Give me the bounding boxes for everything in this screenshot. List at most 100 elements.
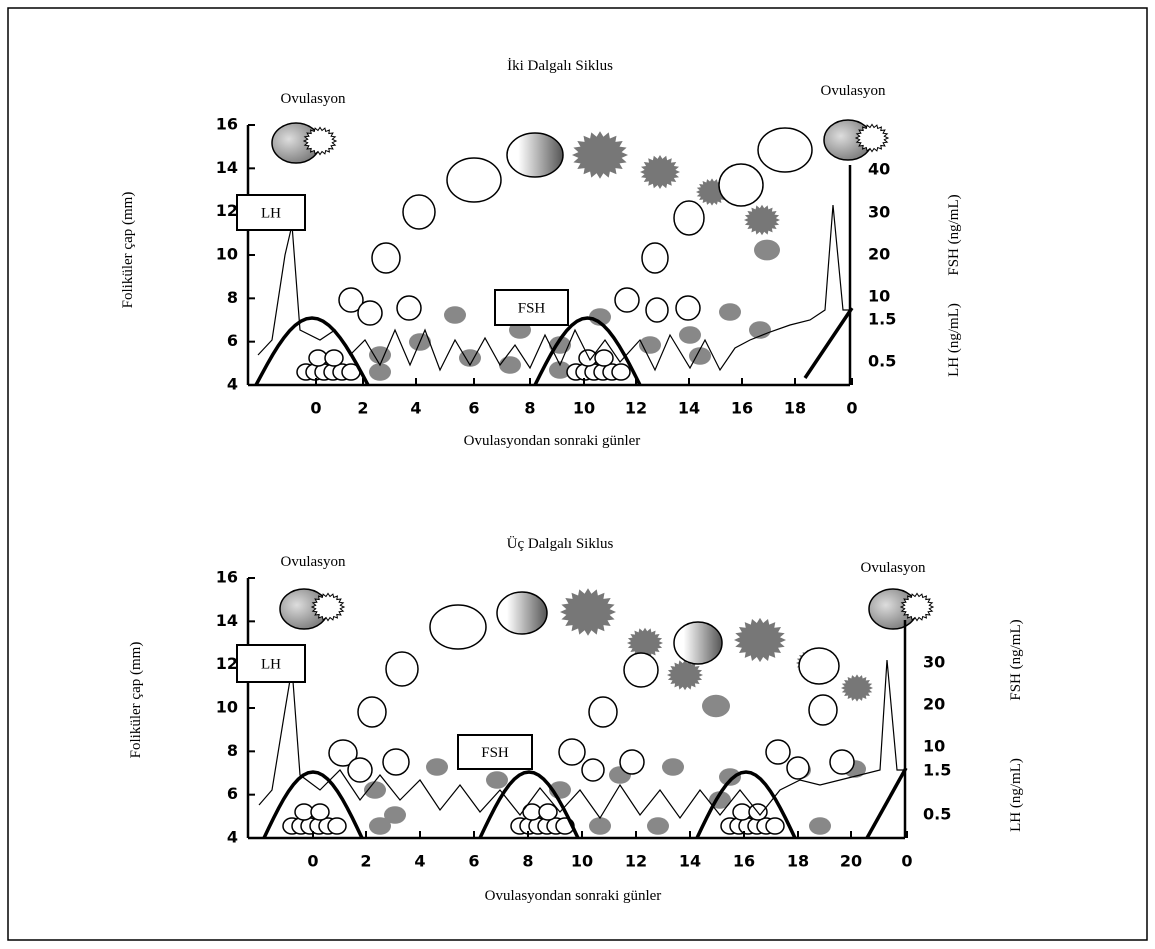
x-tick-label: 4: [414, 852, 425, 871]
fsh-box-label: FSH: [518, 301, 546, 317]
follicle: [589, 697, 617, 727]
lh-tick-label: 0.5: [868, 352, 896, 371]
y-tick-label: 10: [216, 698, 238, 717]
y-tick-label: 16: [216, 115, 238, 134]
x-axis-label: Ovulasyondan sonraki günler: [485, 888, 662, 904]
x-tick-label: 6: [468, 852, 479, 871]
follicle: [348, 758, 372, 782]
follicle: [809, 695, 837, 725]
fsh-tick-label: 30: [923, 653, 945, 672]
y-tick-label: 4: [227, 828, 238, 847]
follicle: [539, 804, 557, 820]
follicle: [612, 364, 630, 380]
x-tick-label: 2: [360, 852, 371, 871]
follicle: [642, 243, 668, 273]
x-tick-label: 10: [573, 399, 595, 418]
panel-title: Üç Dalgalı Siklus: [507, 535, 614, 552]
follicle: [397, 296, 421, 320]
x-tick-label: 16: [731, 399, 753, 418]
y-tick-label: 14: [216, 611, 238, 630]
atretic-follicle: [719, 303, 741, 321]
y-tick-label: 6: [227, 784, 238, 803]
x-tick-label: 12: [625, 852, 647, 871]
x-tick-label: 18: [787, 852, 809, 871]
follicle: [799, 648, 839, 684]
y-tick-label: 16: [216, 568, 238, 587]
y-tick-label: 12: [216, 654, 238, 673]
y-tick-label: 12: [216, 201, 238, 220]
atretic-follicle: [702, 695, 730, 717]
x-tick-label: 0: [307, 852, 318, 871]
follicle: [787, 757, 809, 779]
follicle: [447, 158, 501, 202]
y-axis-label: Foliküler çap (mm): [128, 642, 144, 759]
follicle: [358, 301, 382, 325]
follicle: [328, 818, 346, 834]
atretic-follicle: [809, 817, 831, 835]
follicle: [358, 697, 386, 727]
y-tick-label: 8: [227, 741, 238, 760]
y-tick-label: 14: [216, 158, 238, 177]
lh-box-label: LH: [261, 657, 281, 673]
lh-axis-label: LH (ng/mL): [1008, 758, 1024, 832]
atretic-follicle: [369, 346, 391, 364]
follicle: [325, 350, 343, 366]
x-tick-label: 14: [679, 852, 701, 871]
y-tick-label: 4: [227, 375, 238, 394]
figure: 161412108640246810121416180403020101.50.…: [0, 0, 1155, 949]
fsh-tick-label: 40: [868, 160, 890, 179]
x-axis-label: Ovulasyondan sonraki günler: [464, 433, 641, 449]
x-tick-label: 8: [522, 852, 533, 871]
follicle: [674, 622, 722, 664]
follicle: [497, 592, 547, 634]
y-tick-label: 8: [227, 288, 238, 307]
follicle: [674, 201, 704, 235]
x-tick-label: 16: [733, 852, 755, 871]
atretic-follicle: [499, 356, 521, 374]
follicle: [624, 653, 658, 687]
follicle: [582, 759, 604, 781]
follicle: [719, 164, 763, 206]
x-tick-label: 18: [784, 399, 806, 418]
atretic-follicle: [679, 326, 701, 344]
x-tick-label: 2: [357, 399, 368, 418]
atretic-follicle: [647, 817, 669, 835]
ovulation-label: Ovulasyon: [281, 91, 346, 107]
lh-tick-label: 1.5: [923, 761, 951, 780]
ovulation-label: Ovulasyon: [861, 560, 926, 576]
atretic-follicle: [662, 758, 684, 776]
follicle: [559, 739, 585, 765]
fsh-box-label: FSH: [481, 745, 509, 761]
follicle: [758, 128, 812, 172]
follicle: [830, 750, 854, 774]
ovulation-label: Ovulasyon: [281, 554, 346, 570]
lh-box-label: LH: [261, 206, 281, 222]
x-tick-label: 0: [901, 852, 912, 871]
y-tick-label: 6: [227, 331, 238, 350]
x-tick-label: 12: [625, 399, 647, 418]
x-tick-label: 8: [524, 399, 535, 418]
x-tick-label: 20: [840, 852, 862, 871]
fsh-tick-label: 10: [868, 287, 890, 306]
fsh-tick-label: 30: [868, 203, 890, 222]
panel-title: İki Dalgalı Siklus: [507, 58, 613, 74]
lh-axis-label: LH (ng/mL): [946, 303, 962, 377]
x-tick-label: 0: [846, 399, 857, 418]
follicle: [766, 818, 784, 834]
fsh-tick-label: 10: [923, 737, 945, 756]
x-tick-label: 4: [410, 399, 421, 418]
ovulation-label: Ovulasyon: [821, 83, 886, 99]
follicle: [676, 296, 700, 320]
atretic-follicle: [369, 817, 391, 835]
follicle: [766, 740, 790, 764]
x-tick-label: 10: [571, 852, 593, 871]
atretic-follicle: [426, 758, 448, 776]
fsh-tick-label: 20: [923, 695, 945, 714]
y-tick-label: 10: [216, 245, 238, 264]
lh-tick-label: 0.5: [923, 805, 951, 824]
follicle: [620, 750, 644, 774]
y-axis-label: Foliküler çap (mm): [120, 192, 136, 309]
atretic-follicle: [444, 306, 466, 324]
follicle: [646, 298, 668, 322]
atretic-follicle: [589, 817, 611, 835]
